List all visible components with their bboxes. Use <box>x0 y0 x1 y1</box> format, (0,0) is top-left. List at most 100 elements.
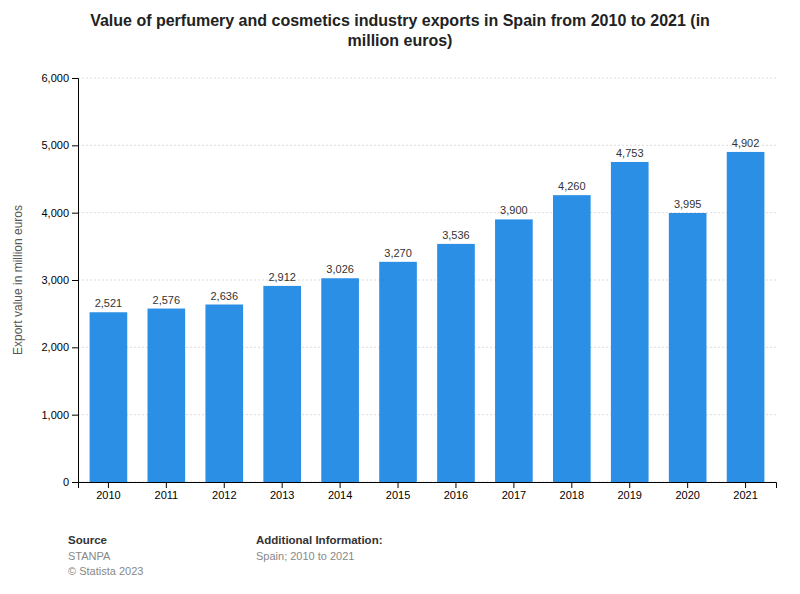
x-axis: 2010 2011 2012 2013 2014 2015 2016 2017 2018 2019… <box>79 482 777 501</box>
x-tick: 2011 <box>155 482 179 501</box>
footer-label: Source <box>68 534 107 546</box>
data-label: 3,995 <box>674 198 702 210</box>
bar <box>321 278 359 482</box>
x-tick-label: 2020 <box>675 489 699 501</box>
bar <box>263 286 301 482</box>
x-tick: 2014 <box>328 482 352 501</box>
chart-title: Value of perfumery and cosmetics industr… <box>90 12 710 49</box>
y-tick-label: 0 <box>63 476 69 488</box>
x-tick-mark <box>513 482 514 488</box>
y-tick-mark <box>72 280 78 281</box>
x-tick-mark <box>166 482 167 488</box>
data-label: 3,900 <box>500 204 528 216</box>
bar <box>727 152 765 482</box>
x-tick-label: 2012 <box>212 489 236 501</box>
y-tick-label: 4,000 <box>41 207 69 219</box>
y-tick-label: 1,000 <box>41 409 69 421</box>
y-tick-label: 3,000 <box>41 274 69 286</box>
x-tick-label: 2015 <box>386 489 410 501</box>
data-label: 3,270 <box>384 247 412 259</box>
y-tick-mark <box>72 415 78 416</box>
data-label: 3,536 <box>442 229 470 241</box>
footer-label: Additional Information: <box>256 534 382 546</box>
x-tick-mark <box>745 482 746 488</box>
x-tick-mark <box>455 482 456 488</box>
grid-line <box>78 145 776 146</box>
x-tick: 2010 <box>96 482 120 501</box>
x-tick-label: 2014 <box>328 489 352 501</box>
x-axis-line <box>79 483 777 489</box>
x-tick-label: 2016 <box>444 489 468 501</box>
bar <box>148 309 186 482</box>
bar <box>669 213 707 482</box>
bar <box>90 312 128 482</box>
x-tick: 2013 <box>270 482 294 501</box>
y-axis-line <box>72 79 79 483</box>
chart-container: 2,521 2,576 2,636 2,912 3,026 3,270 3,536 3,900… <box>0 0 800 594</box>
chart-svg: 2,521 2,576 2,636 2,912 3,026 3,270 3,536 3,900… <box>0 0 800 594</box>
x-tick-mark <box>398 482 399 488</box>
x-tick-label: 2021 <box>733 489 757 501</box>
footer: Source STANPA© Statista 2023 Additional In… <box>68 534 382 577</box>
grid <box>78 78 776 482</box>
y-axis: 0 1,000 2,000 3,000 4,000 5,000 6,000 <box>41 72 78 488</box>
bar <box>437 244 475 482</box>
data-label: 2,636 <box>210 290 238 302</box>
y-tick-mark <box>72 482 78 483</box>
x-tick: 2017 <box>502 482 526 501</box>
y-tick-mark <box>72 347 78 348</box>
y-tick-mark <box>72 145 78 146</box>
x-tick: 2020 <box>675 482 699 501</box>
data-label: 4,260 <box>558 180 586 192</box>
y-axis-title: Export value in million euros <box>11 205 25 355</box>
bars <box>90 152 765 482</box>
bar <box>553 195 591 482</box>
x-tick-mark <box>629 482 630 488</box>
x-tick-mark <box>687 482 688 488</box>
x-tick-mark <box>224 482 225 488</box>
x-tick: 2015 <box>386 482 410 501</box>
bar <box>205 305 243 482</box>
bar <box>495 219 533 482</box>
data-label: 4,902 <box>732 137 760 149</box>
footer-body: STANPA© Statista 2023 <box>68 550 143 577</box>
y-tick-label: 2,000 <box>41 341 69 353</box>
y-tick-label: 6,000 <box>41 72 69 84</box>
x-tick: 2019 <box>617 482 641 501</box>
data-labels: 2,521 2,576 2,636 2,912 3,026 3,270 3,536 3,900… <box>95 137 760 309</box>
x-tick-mark <box>571 482 572 488</box>
data-label: 3,026 <box>326 263 354 275</box>
x-tick-mark <box>108 482 109 488</box>
data-label: 2,576 <box>153 294 181 306</box>
x-tick-mark <box>340 482 341 488</box>
y-tick: 1,000 <box>41 409 78 421</box>
x-tick-label: 2013 <box>270 489 294 501</box>
x-tick-label: 2011 <box>155 489 179 501</box>
bar <box>611 162 649 482</box>
x-tick-label: 2018 <box>560 489 584 501</box>
plot-area: 2,521 2,576 2,636 2,912 3,026 3,270 3,536 3,900… <box>41 72 776 501</box>
grid-line <box>78 78 776 79</box>
data-label: 2,521 <box>95 297 123 309</box>
y-tick: 6,000 <box>41 72 78 84</box>
y-tick: 4,000 <box>41 207 78 219</box>
y-tick: 5,000 <box>41 139 78 151</box>
footer-body: Spain; 2010 to 2021 <box>256 550 354 562</box>
y-tick-mark <box>72 78 78 79</box>
x-tick: 2012 <box>212 482 236 501</box>
y-tick: 0 <box>63 476 78 488</box>
x-tick: 2016 <box>444 482 468 501</box>
x-tick-label: 2017 <box>502 489 526 501</box>
data-label: 2,912 <box>268 271 296 283</box>
bar <box>379 262 417 482</box>
x-tick-label: 2019 <box>617 489 641 501</box>
data-label: 4,753 <box>616 147 644 159</box>
y-tick-label: 5,000 <box>41 139 69 151</box>
y-tick: 2,000 <box>41 341 78 353</box>
y-tick-mark <box>72 213 78 214</box>
x-tick-label: 2010 <box>96 489 120 501</box>
x-tick: 2021 <box>733 482 757 501</box>
y-tick: 3,000 <box>41 274 78 286</box>
x-tick: 2018 <box>560 482 584 501</box>
x-tick-mark <box>282 482 283 488</box>
